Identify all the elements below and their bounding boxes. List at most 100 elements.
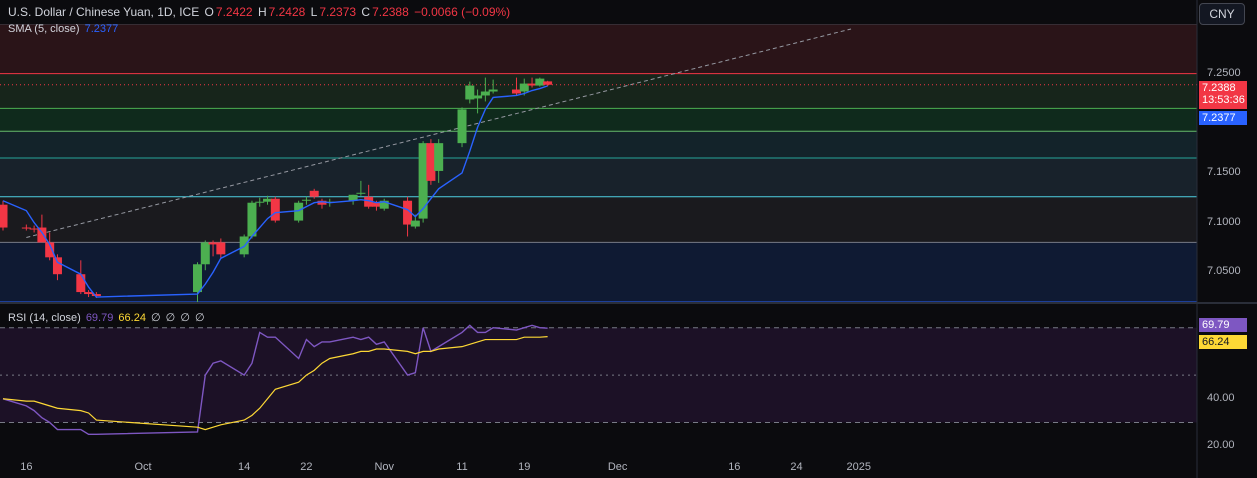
rsi-line (2, 324, 548, 436)
rsi-legend-extra-1: ∅ (151, 312, 161, 324)
candle-body (426, 143, 436, 181)
rsi-pane[interactable] (0, 324, 1197, 436)
candle-body (84, 292, 94, 295)
price-axis-tick: 7.1500 (1207, 165, 1241, 178)
rsi-band-fill (0, 327, 1197, 423)
low-value: 7.2373 (319, 5, 357, 19)
rsi-legend-value: 69.79 (85, 312, 114, 324)
candle-body (91, 294, 101, 297)
candle-body (348, 194, 358, 201)
rsi-legend-label: RSI (14, close) (8, 312, 81, 324)
candle-body (200, 242, 210, 265)
symbol-header: U.S. Dollar / Chinese Yuan, 1D, ICE O 7.2… (8, 5, 512, 19)
candle-body (371, 202, 381, 207)
candle-body (410, 220, 420, 227)
rsi-legend[interactable]: RSI (14, close) 69.79 66.24 ∅ ∅ ∅ ∅ (8, 311, 207, 324)
candle-body (255, 201, 265, 203)
candle-body (317, 200, 327, 205)
time-axis-tick: Oct (134, 461, 152, 473)
bar-countdown: 13:53:36 (1202, 94, 1245, 106)
sma-legend[interactable]: SMA (5, close) 7.2377 (8, 23, 120, 35)
fib-zone (0, 108, 1197, 132)
close-label: C (361, 5, 371, 19)
candle-body (527, 83, 537, 86)
candle-body (379, 200, 389, 209)
rsi-ma-legend-value: 66.24 (118, 312, 146, 324)
fib-zone (0, 131, 1197, 159)
open-label: O (204, 5, 214, 19)
rsi-ma-value-tag: 66.24 (1199, 335, 1247, 349)
currency-button[interactable]: CNY (1199, 3, 1245, 25)
sma-line (2, 85, 548, 298)
candle-body (247, 202, 257, 237)
candle-body (465, 85, 475, 100)
last-price-value: 7.2388 (1202, 82, 1236, 94)
candle-body (535, 78, 545, 86)
rsi-legend-extra-4: ∅ (194, 312, 205, 324)
close-value: 7.2388 (372, 5, 409, 19)
rsi-ma-line (2, 336, 548, 431)
candle-body (301, 199, 311, 201)
candle-body (364, 196, 374, 207)
candle-body (208, 242, 218, 245)
candle-body (473, 95, 483, 99)
sma-price-tag: 7.2377 (1199, 111, 1247, 125)
candle-body (511, 89, 521, 94)
candle-body (519, 83, 529, 92)
candle-body (294, 202, 304, 221)
last-price-tag: 7.2388 13:53:36 (1199, 81, 1247, 109)
time-axis-tick: 11 (456, 461, 468, 473)
candle-body (543, 81, 553, 85)
rsi-axis-tick: 20.00 (1207, 439, 1235, 452)
candle-body (403, 200, 413, 225)
rsi-axis-tick: 40.00 (1207, 391, 1235, 404)
fib-zone (0, 196, 1197, 243)
time-axis-tick: 24 (790, 461, 803, 473)
price-pane[interactable] (0, 24, 1197, 302)
fib-zone (0, 158, 1197, 197)
fib-zone (0, 73, 1197, 109)
high-label: H (257, 5, 267, 19)
price-axis-tick: 7.2500 (1207, 66, 1241, 79)
time-axis-tick: 14 (238, 461, 251, 473)
candle-body (263, 198, 273, 202)
rsi-legend-extra-2: ∅ (165, 312, 176, 324)
candle-body (488, 89, 498, 92)
candle-body (193, 264, 202, 293)
time-axis-tick: 16 (20, 461, 33, 473)
candle-body (418, 143, 428, 219)
price-axis-tick: 7.0500 (1207, 265, 1241, 278)
time-axis-tick: Dec (607, 461, 628, 473)
time-axis-tick: 19 (518, 461, 531, 473)
time-axis-tick: 22 (300, 461, 313, 473)
change-value: −0.0066 (−0.09%) (414, 5, 511, 19)
fib-zone (0, 242, 1197, 302)
sma-legend-value: 7.2377 (84, 23, 119, 35)
symbol-title: U.S. Dollar / Chinese Yuan, 1D, ICE (8, 5, 200, 19)
low-label: L (310, 5, 318, 19)
rsi-value-tag: 69.79 (1199, 318, 1247, 332)
time-axis-tick: 2025 (846, 461, 872, 473)
high-value: 7.2428 (268, 5, 306, 19)
rsi-legend-extra-3: ∅ (180, 312, 190, 324)
candle-body (76, 274, 86, 293)
candle-body (309, 190, 319, 197)
candle-body (37, 227, 47, 243)
time-axis-tick: Nov (374, 461, 394, 473)
time-axis-tick: 16 (728, 461, 741, 473)
fib-zone-top (0, 24, 1197, 74)
candle-body (216, 242, 226, 255)
candle-body (457, 109, 467, 144)
price-axis-tick: 7.1000 (1207, 215, 1241, 228)
candle-body (356, 192, 366, 194)
candle-body (52, 257, 62, 275)
candle-body (21, 227, 31, 229)
candle-body (480, 91, 490, 96)
sma-legend-label: SMA (5, close) (8, 23, 80, 35)
candle-body (45, 242, 55, 258)
trendline (26, 28, 852, 238)
open-value: 7.2422 (215, 5, 253, 19)
candle-body (270, 198, 280, 221)
candle-body (434, 143, 444, 171)
